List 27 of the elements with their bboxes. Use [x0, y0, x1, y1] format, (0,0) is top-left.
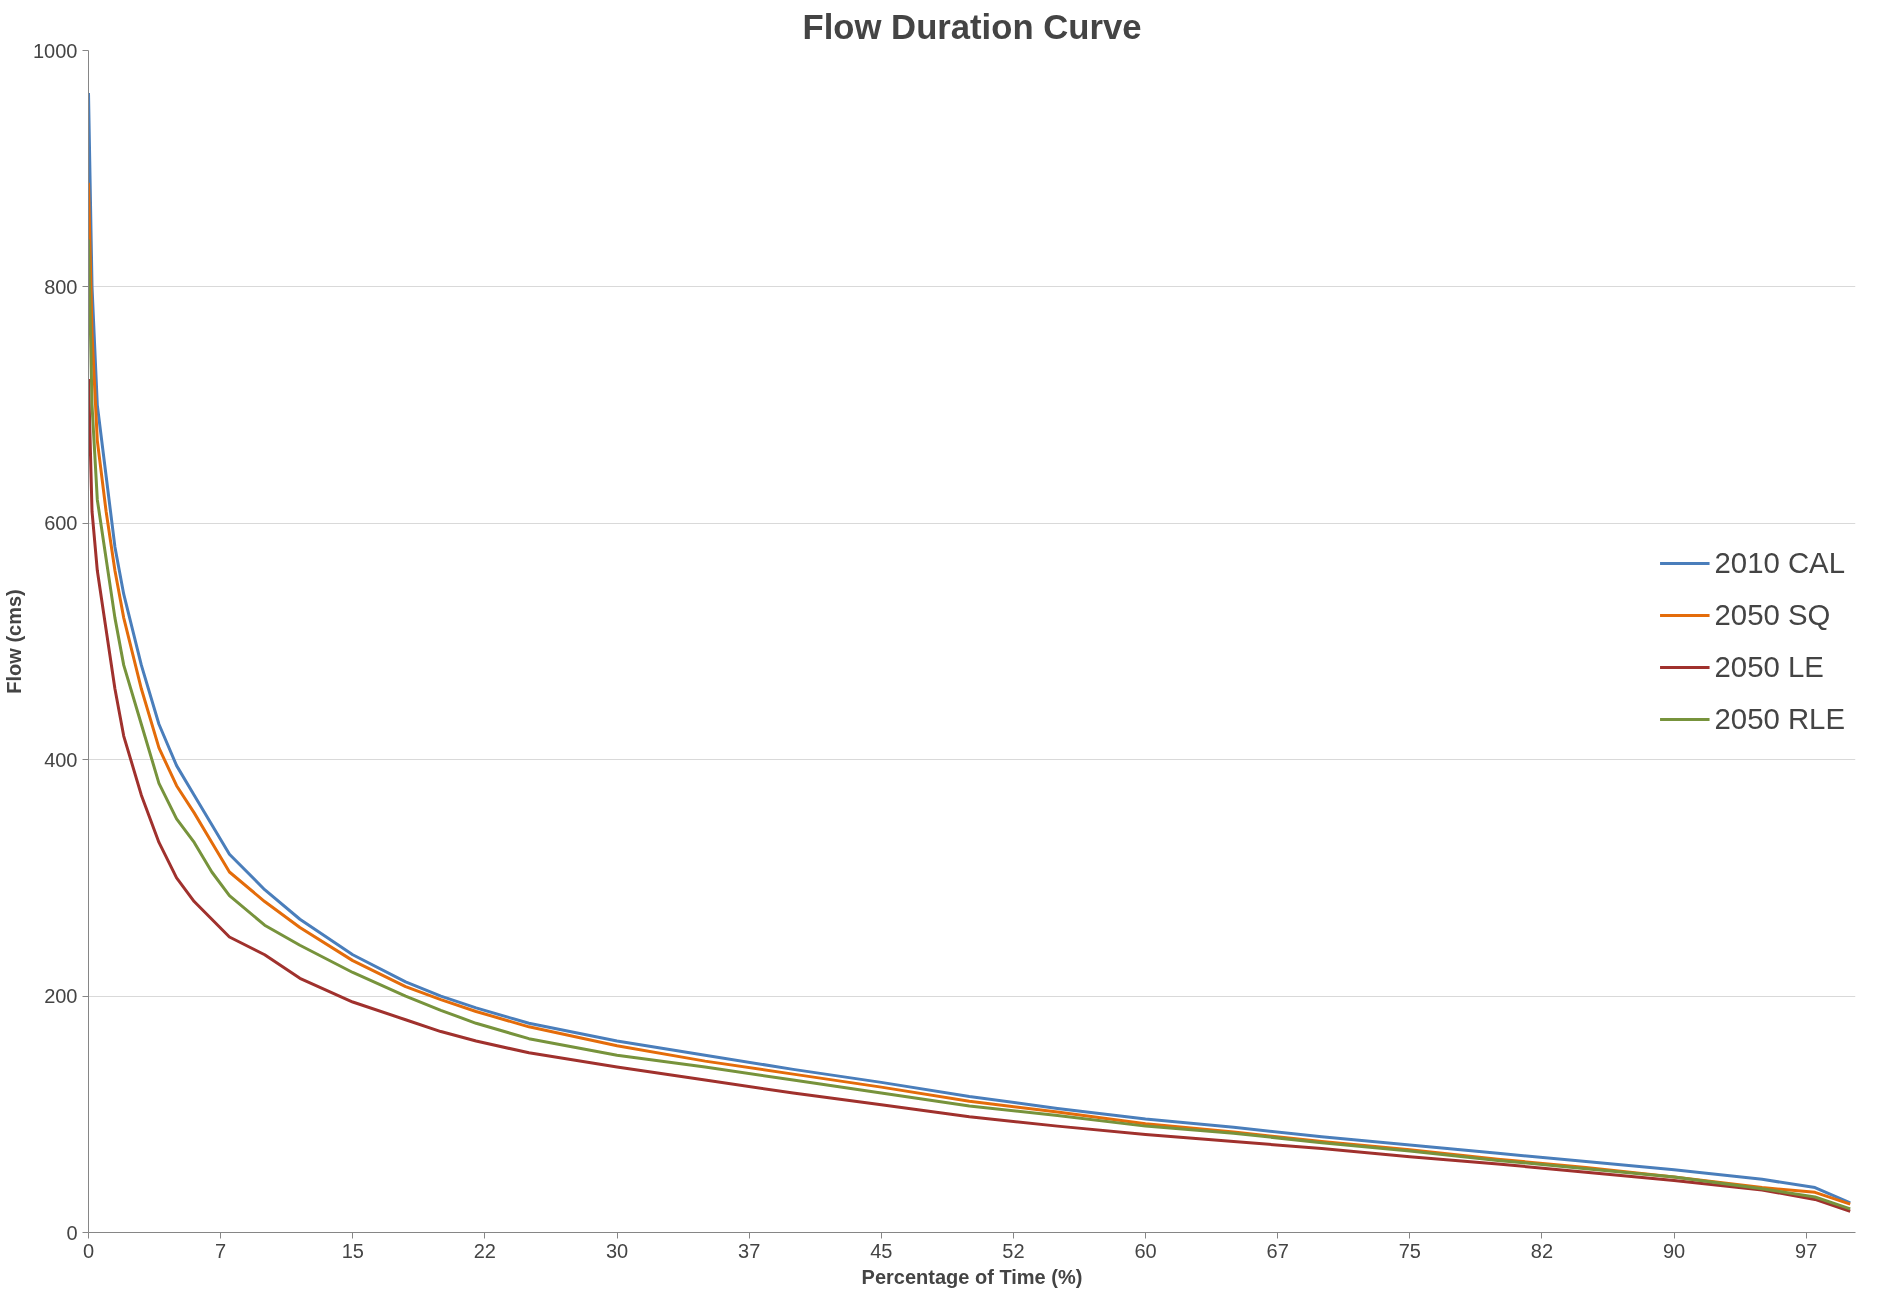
y-tick-label: 400 — [44, 748, 78, 771]
legend-label: 2050 LE — [1714, 650, 1824, 684]
x-tick-label: 7 — [215, 1239, 227, 1262]
x-tick-label: 82 — [1530, 1239, 1554, 1262]
x-tick-label: 52 — [1002, 1239, 1025, 1262]
x-tick-label: 67 — [1266, 1239, 1289, 1262]
x-tick-label: 37 — [738, 1239, 761, 1262]
y-axis-title: Flow (cms) — [3, 589, 26, 694]
y-tick-label: 800 — [44, 275, 78, 298]
x-tick-label: 0 — [82, 1239, 95, 1262]
legend-label: 2050 SQ — [1714, 598, 1831, 632]
x-tick-label: 15 — [341, 1239, 364, 1262]
x-axis-title: Percentage of Time (%) — [861, 1265, 1083, 1288]
y-tick-label: 200 — [44, 985, 78, 1008]
y-tick-label: 1000 — [33, 39, 78, 62]
x-tick-label: 60 — [1134, 1239, 1157, 1262]
legend-label: 2010 CAL — [1714, 546, 1845, 580]
x-tick-label: 45 — [870, 1239, 893, 1262]
x-tick-label: 30 — [605, 1239, 629, 1262]
y-tick-label: 600 — [44, 512, 78, 535]
x-tick-label: 97 — [1795, 1239, 1818, 1262]
chart-title: Flow Duration Curve — [802, 7, 1142, 46]
x-tick-label: 75 — [1398, 1239, 1421, 1262]
x-tick-label: 90 — [1662, 1239, 1686, 1262]
y-tick-label: 0 — [66, 1221, 78, 1244]
legend-label: 2050 RLE — [1714, 702, 1845, 736]
x-tick-label: 22 — [473, 1239, 497, 1262]
